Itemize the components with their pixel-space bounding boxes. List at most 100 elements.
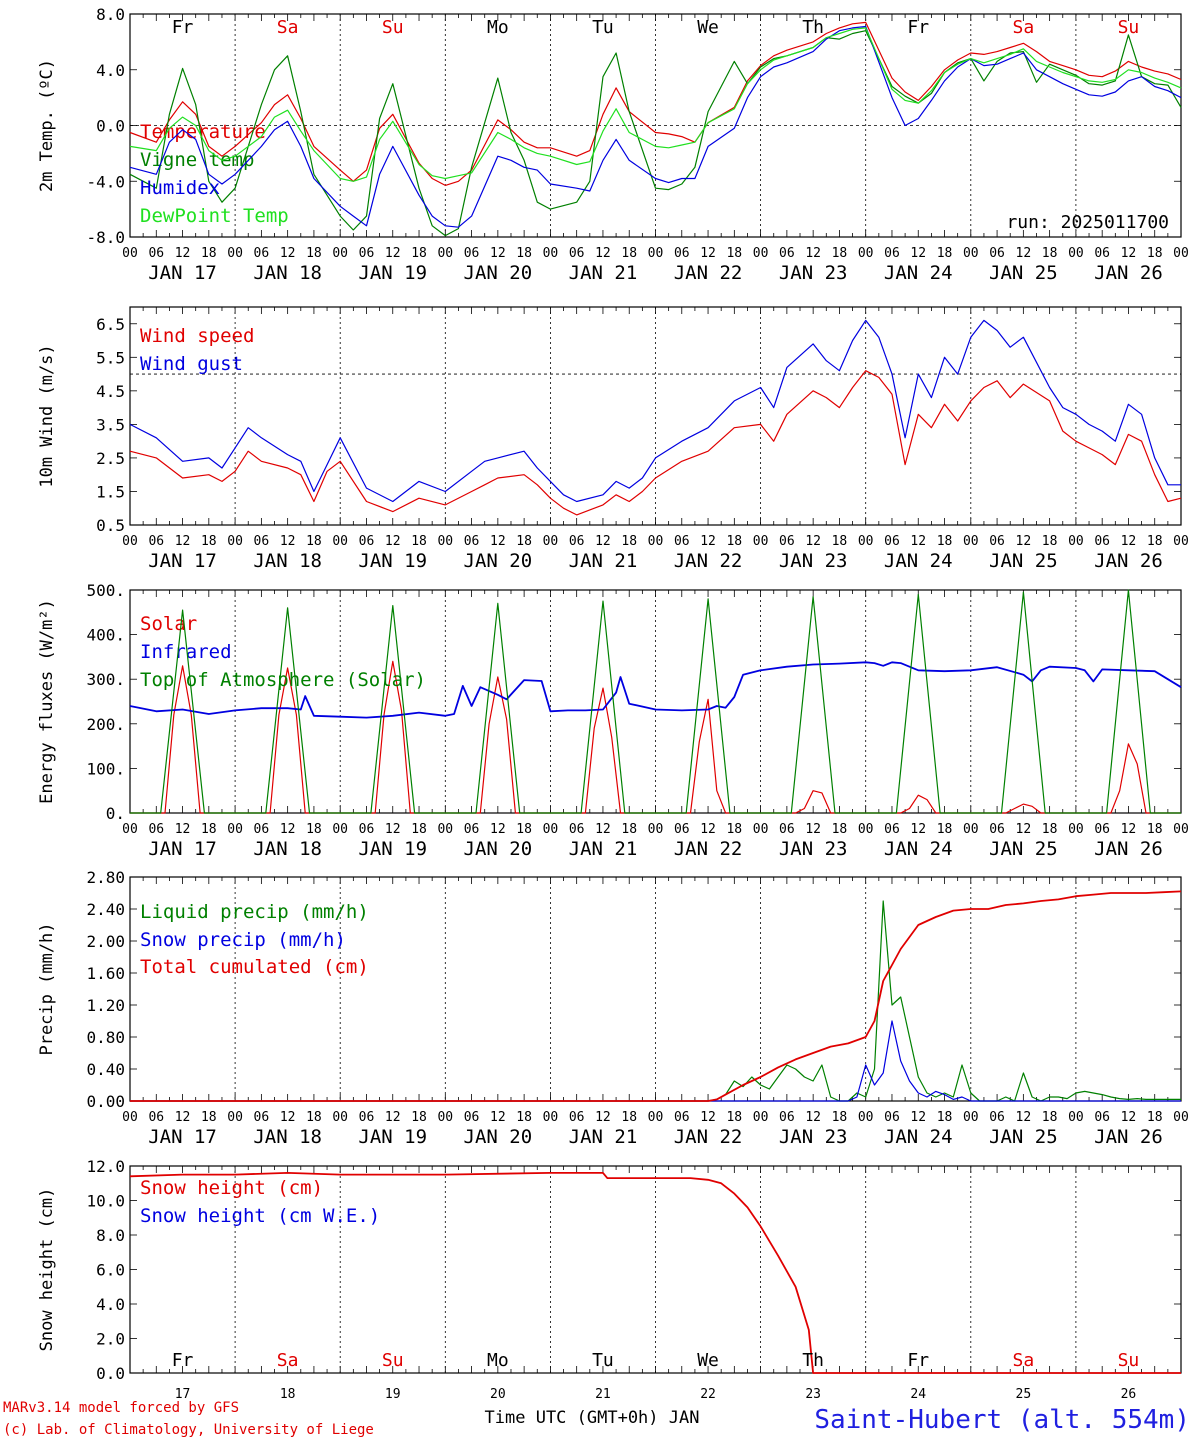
hour-label: 00 bbox=[963, 246, 979, 261]
y-tick-label: 300. bbox=[86, 670, 125, 689]
hour-label: 12 bbox=[175, 534, 191, 549]
hour-label: 18 bbox=[621, 822, 637, 837]
hour-label: 00 bbox=[227, 822, 243, 837]
date-label: JAN 23 bbox=[779, 262, 848, 284]
y-tick-label: 8.0 bbox=[96, 5, 125, 24]
series-line-1 bbox=[130, 900, 1181, 1102]
hour-label: 06 bbox=[359, 246, 375, 261]
series-line-1 bbox=[129, 21, 1182, 186]
legend-entry: Wind gust bbox=[140, 353, 243, 375]
hour-label: 18 bbox=[306, 246, 322, 261]
date-label: JAN 17 bbox=[148, 838, 217, 860]
hour-label: 06 bbox=[884, 822, 900, 837]
y-tick-label: 6.0 bbox=[96, 1261, 125, 1280]
series-line-2 bbox=[129, 30, 1182, 237]
hour-label: 18 bbox=[621, 534, 637, 549]
hour-label: 00 bbox=[753, 534, 769, 549]
hour-label: 12 bbox=[700, 822, 716, 837]
hour-label: 00 bbox=[543, 822, 559, 837]
weekday-label: Tu bbox=[592, 17, 614, 38]
hour-label: 00 bbox=[122, 534, 138, 549]
hour-label: 18 bbox=[411, 1110, 427, 1125]
hour-label: 00 bbox=[437, 822, 453, 837]
hour-label: 12 bbox=[175, 1110, 191, 1125]
legend-entry: Top of Atmosphere (Solar) bbox=[140, 669, 426, 691]
day-number-label: 18 bbox=[280, 1387, 296, 1402]
day-number-label: 21 bbox=[595, 1387, 611, 1402]
day-number-label: 26 bbox=[1121, 1387, 1137, 1402]
y-tick-label: 8.0 bbox=[96, 1226, 125, 1245]
date-label: JAN 26 bbox=[1094, 262, 1163, 284]
date-label: JAN 19 bbox=[358, 838, 427, 860]
date-label: JAN 26 bbox=[1094, 1126, 1163, 1148]
hour-label: 18 bbox=[1147, 534, 1163, 549]
series-line-1 bbox=[129, 1172, 1181, 1374]
hour-label: 06 bbox=[464, 1110, 480, 1125]
run-annotation: run: 2025011700 bbox=[1006, 212, 1169, 233]
hour-label: 18 bbox=[937, 534, 953, 549]
hour-label: 18 bbox=[726, 1110, 742, 1125]
series-line-2 bbox=[129, 319, 1181, 503]
series-line-2 bbox=[130, 1020, 1181, 1102]
hour-label: 00 bbox=[437, 534, 453, 549]
hour-label: 18 bbox=[516, 246, 532, 261]
y-tick-label: 0.00 bbox=[86, 1092, 125, 1111]
date-label: JAN 24 bbox=[884, 1126, 953, 1148]
date-label: JAN 20 bbox=[464, 550, 533, 572]
chart-panel-3: 0. 100. 200. 300. 400. 500. Energy fluxes (W/m… bbox=[37, 581, 1189, 860]
day-number-label: 20 bbox=[490, 1387, 506, 1402]
y-tick-label: 0.40 bbox=[86, 1060, 125, 1079]
weekday-label: We bbox=[697, 17, 719, 38]
date-label: JAN 17 bbox=[148, 262, 217, 284]
hour-label: 18 bbox=[201, 822, 217, 837]
chart-panel-2: 0.5 1.5 2.5 3.5 4.5 5.5 6.5 10m Wind (m/s) Wind … bbox=[37, 306, 1189, 572]
hour-label: 06 bbox=[148, 246, 164, 261]
hour-label: 00 bbox=[543, 534, 559, 549]
hour-label: 00 bbox=[332, 822, 348, 837]
hour-label: 18 bbox=[621, 1110, 637, 1125]
date-label: JAN 22 bbox=[674, 550, 743, 572]
hour-label: 06 bbox=[464, 534, 480, 549]
hour-label: 00 bbox=[332, 1110, 348, 1125]
date-label: JAN 22 bbox=[674, 838, 743, 860]
hour-label: 06 bbox=[1094, 246, 1110, 261]
hour-label: 06 bbox=[884, 1110, 900, 1125]
hour-label: 12 bbox=[805, 246, 821, 261]
date-label: JAN 18 bbox=[253, 1126, 322, 1148]
y-tick-label: 5.5 bbox=[96, 348, 125, 367]
hour-label: 00 bbox=[963, 534, 979, 549]
y-tick-label: 0.80 bbox=[86, 1028, 125, 1047]
hour-label: 18 bbox=[726, 534, 742, 549]
hour-label: 06 bbox=[148, 1110, 164, 1125]
hour-label: 06 bbox=[779, 1110, 795, 1125]
hour-label: 06 bbox=[674, 822, 690, 837]
hour-label: 06 bbox=[884, 534, 900, 549]
date-label: JAN 17 bbox=[148, 1126, 217, 1148]
hour-label: 00 bbox=[1068, 534, 1084, 549]
hour-label: 06 bbox=[779, 246, 795, 261]
y-axis-label: 10m Wind (m/s) bbox=[37, 344, 57, 487]
hour-label: 12 bbox=[490, 534, 506, 549]
legend-entry: Liquid precip (mm/h) bbox=[140, 901, 369, 923]
hour-label: 00 bbox=[753, 822, 769, 837]
hour-label: 18 bbox=[832, 246, 848, 261]
day-number-label: 17 bbox=[175, 1387, 191, 1402]
hour-label: 06 bbox=[569, 246, 585, 261]
hour-label: 18 bbox=[1147, 1110, 1163, 1125]
hour-label: 00 bbox=[543, 1110, 559, 1125]
hour-label: 18 bbox=[832, 1110, 848, 1125]
y-tick-label: 6.5 bbox=[96, 315, 125, 334]
hour-label: 00 bbox=[543, 246, 559, 261]
hour-label: 18 bbox=[201, 534, 217, 549]
date-label: JAN 18 bbox=[253, 262, 322, 284]
hour-label: 12 bbox=[1016, 822, 1032, 837]
y-tick-label: 400. bbox=[86, 626, 125, 645]
hour-label: 18 bbox=[516, 1110, 532, 1125]
hour-label: 06 bbox=[148, 822, 164, 837]
chart-panel-4: 0.00 0.40 0.80 1.20 1.60 2.00 2.40 2.80 Precip (… bbox=[37, 868, 1189, 1148]
hour-label: 06 bbox=[464, 822, 480, 837]
weekday-label: Th bbox=[802, 17, 824, 38]
y-tick-label: 4.0 bbox=[96, 61, 125, 80]
y-axis-label: Energy fluxes (W/m²) bbox=[37, 599, 57, 804]
